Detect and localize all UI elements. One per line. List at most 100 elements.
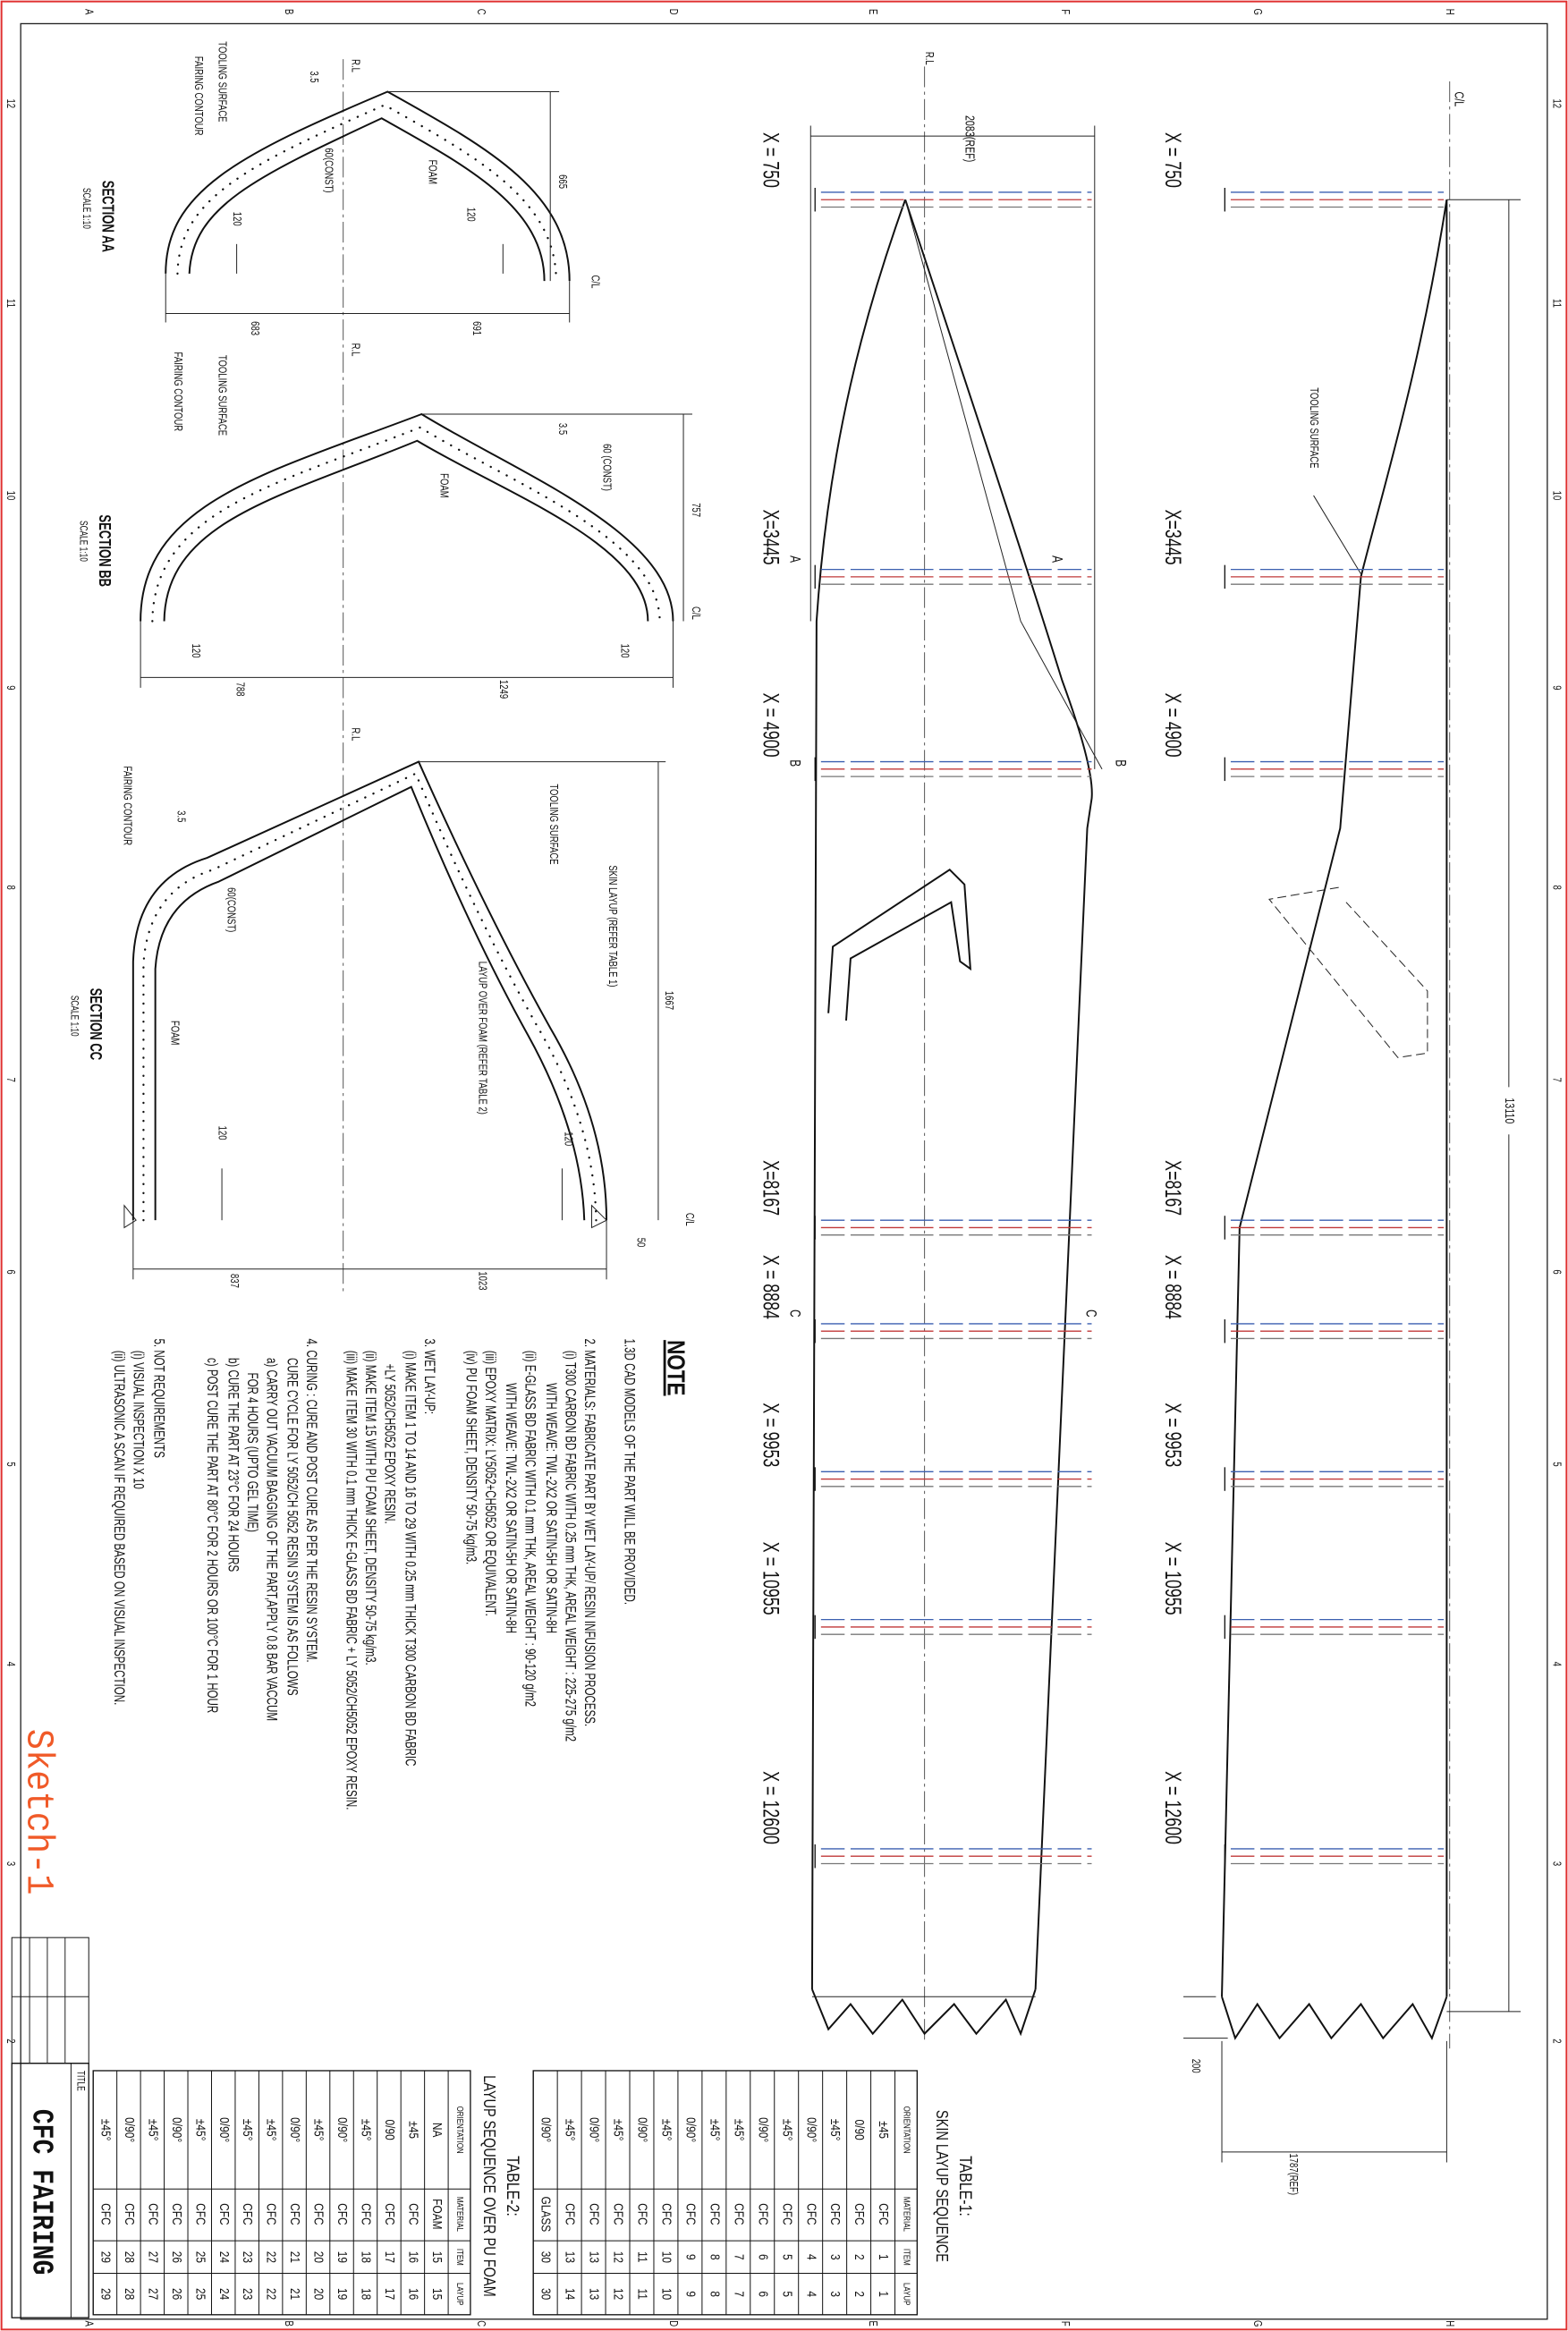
zone-number: 4	[4, 1662, 17, 1667]
outer-contour	[140, 412, 674, 622]
table-cell: ±45°	[708, 2119, 723, 2141]
section-label: TOOLING SURFACE	[216, 355, 228, 436]
section-label: 60 (CONST)	[600, 444, 613, 491]
table-cell: ±45°	[732, 2119, 747, 2141]
zone-number: 8	[1550, 885, 1563, 889]
table-header: ORIENTATION	[902, 2106, 911, 2154]
table-cell: 19	[335, 2288, 351, 2300]
table-cell: ±45°	[264, 2119, 279, 2141]
section-label: C/L	[689, 606, 701, 620]
table-cell: 25	[193, 2288, 208, 2300]
section-label: 1249	[496, 680, 509, 699]
frame	[20, 22, 1548, 2320]
note-line: (i) MAKE ITEM 1 TO 14 AND 16 TO 29 WITH …	[402, 1351, 419, 1767]
table-header: MATERIAL	[902, 2197, 911, 2232]
table-cell: 13	[587, 2251, 602, 2263]
table-cell: CFC	[708, 2203, 723, 2225]
note-line: 2. MATERIALS: FABRICATE PART BY WET LAY-…	[581, 1338, 598, 1726]
notes-heading: NOTE	[662, 1340, 690, 1395]
note-line: WITH WEAVE: TWL-2X2 OR SATIN-5H OR SATIN…	[542, 1383, 559, 1633]
table-cell: 13	[587, 2288, 602, 2300]
section-label: 3.5	[174, 810, 187, 822]
zone-number: 9	[1550, 685, 1563, 690]
table-header: ITEM	[902, 2249, 911, 2266]
section-label: FAIRING CONTOUR	[192, 56, 205, 136]
station-label: X=8167	[759, 1160, 784, 1216]
edge-marks	[123, 1204, 607, 1229]
section-aa	[165, 90, 571, 323]
cut-label: B	[786, 759, 802, 767]
section-label: R.L	[349, 728, 361, 742]
zone-number: 6	[4, 1269, 17, 1274]
table-cell: 16	[406, 2251, 421, 2263]
section-label: 788	[233, 682, 246, 697]
table-cell: CFC	[804, 2203, 819, 2225]
note-line: (ii) MAKE ITEM 15 WITH PU FOAM SHEET, DE…	[361, 1351, 378, 1666]
section-label: C/L	[683, 1213, 696, 1226]
section-label: 3.5	[308, 71, 320, 82]
table-cell: 22	[264, 2251, 279, 2263]
table-cell: ±45°	[193, 2119, 208, 2141]
table-cell: 25	[193, 2251, 208, 2263]
table-cell: ±45°	[563, 2119, 578, 2141]
section-label: 120	[231, 212, 243, 226]
zone-letter: A	[82, 9, 95, 15]
zone-number: 5	[1550, 1462, 1563, 1466]
zone-number: 12	[1550, 98, 1563, 108]
table-cell: 0/90	[852, 2120, 868, 2140]
core-dots	[151, 426, 661, 623]
table-cell: ±45	[877, 2121, 892, 2139]
section-label: SCALE 1:10	[68, 996, 80, 1037]
section-label: SKIN LAYUP (REFER TABLE 1)	[606, 865, 619, 987]
table-cell: 0/90°	[804, 2117, 819, 2142]
inner-contour	[163, 439, 649, 622]
table-cell: 4	[804, 2291, 819, 2297]
note-line: a) CARRY OUT VACUUM BAGGING OF THE PART,…	[263, 1358, 280, 1721]
chord	[904, 199, 1103, 770]
axis-label: C/L	[1452, 92, 1467, 107]
table-cell: ±45°	[780, 2119, 795, 2141]
table-cell: 22	[264, 2288, 279, 2300]
table-cell: CFC	[563, 2203, 578, 2225]
table-cell: 23	[241, 2288, 256, 2300]
table-cell: CFC	[241, 2203, 256, 2225]
section-label: 3.5	[555, 423, 568, 435]
fin	[1268, 886, 1428, 1058]
section-label: 50	[634, 1238, 647, 1248]
dim-label: 200	[1189, 2059, 1201, 2073]
table-cell: GLASS	[538, 2197, 554, 2233]
table-header: LAYUP	[902, 2283, 911, 2305]
zone-letter: F	[1059, 2321, 1072, 2327]
zone-number: 6	[1550, 1269, 1563, 1274]
section-label: FAIRING CONTOUR	[172, 352, 184, 432]
station-label: X=8167	[1161, 1160, 1187, 1216]
section-label: TOOLING SURFACE	[547, 784, 560, 864]
leader-label: TOOLING SURFACE	[1308, 387, 1320, 468]
core-dots	[176, 104, 557, 283]
table-cell: CFC	[264, 2203, 279, 2225]
table-cell: 10	[659, 2288, 674, 2300]
section-label: LAYUP OVER FOAM (REFER TABLE 2)	[476, 962, 488, 1115]
table-cell: 28	[123, 2251, 138, 2263]
table-header: ORIENTATION	[455, 2106, 465, 2154]
section-label: SECTION AA	[98, 181, 116, 253]
fin	[827, 869, 972, 1021]
zone-letter: G	[1251, 2320, 1264, 2327]
table-cell: 4	[804, 2254, 819, 2260]
table-cell: 0/90°	[170, 2117, 185, 2142]
table-cell: 2	[852, 2254, 868, 2260]
core-dots	[142, 772, 598, 1222]
station-label: X = 750	[759, 132, 784, 188]
table-cell: CFC	[683, 2203, 699, 2225]
table-cell: 6	[756, 2291, 771, 2297]
table-cell: 0/90°	[587, 2117, 602, 2142]
table-cell: CFC	[828, 2203, 843, 2225]
table-cell: CFC	[335, 2203, 351, 2225]
drawing-title: CFC FAIRING	[24, 2109, 58, 2276]
table-cell: 5	[780, 2291, 795, 2297]
table-cell: CFC	[193, 2203, 208, 2225]
table-cell: 10	[659, 2251, 674, 2263]
zone-letter: C	[475, 2320, 487, 2327]
table-subtitle: SKIN LAYUP SEQUENCE	[933, 2110, 951, 2262]
